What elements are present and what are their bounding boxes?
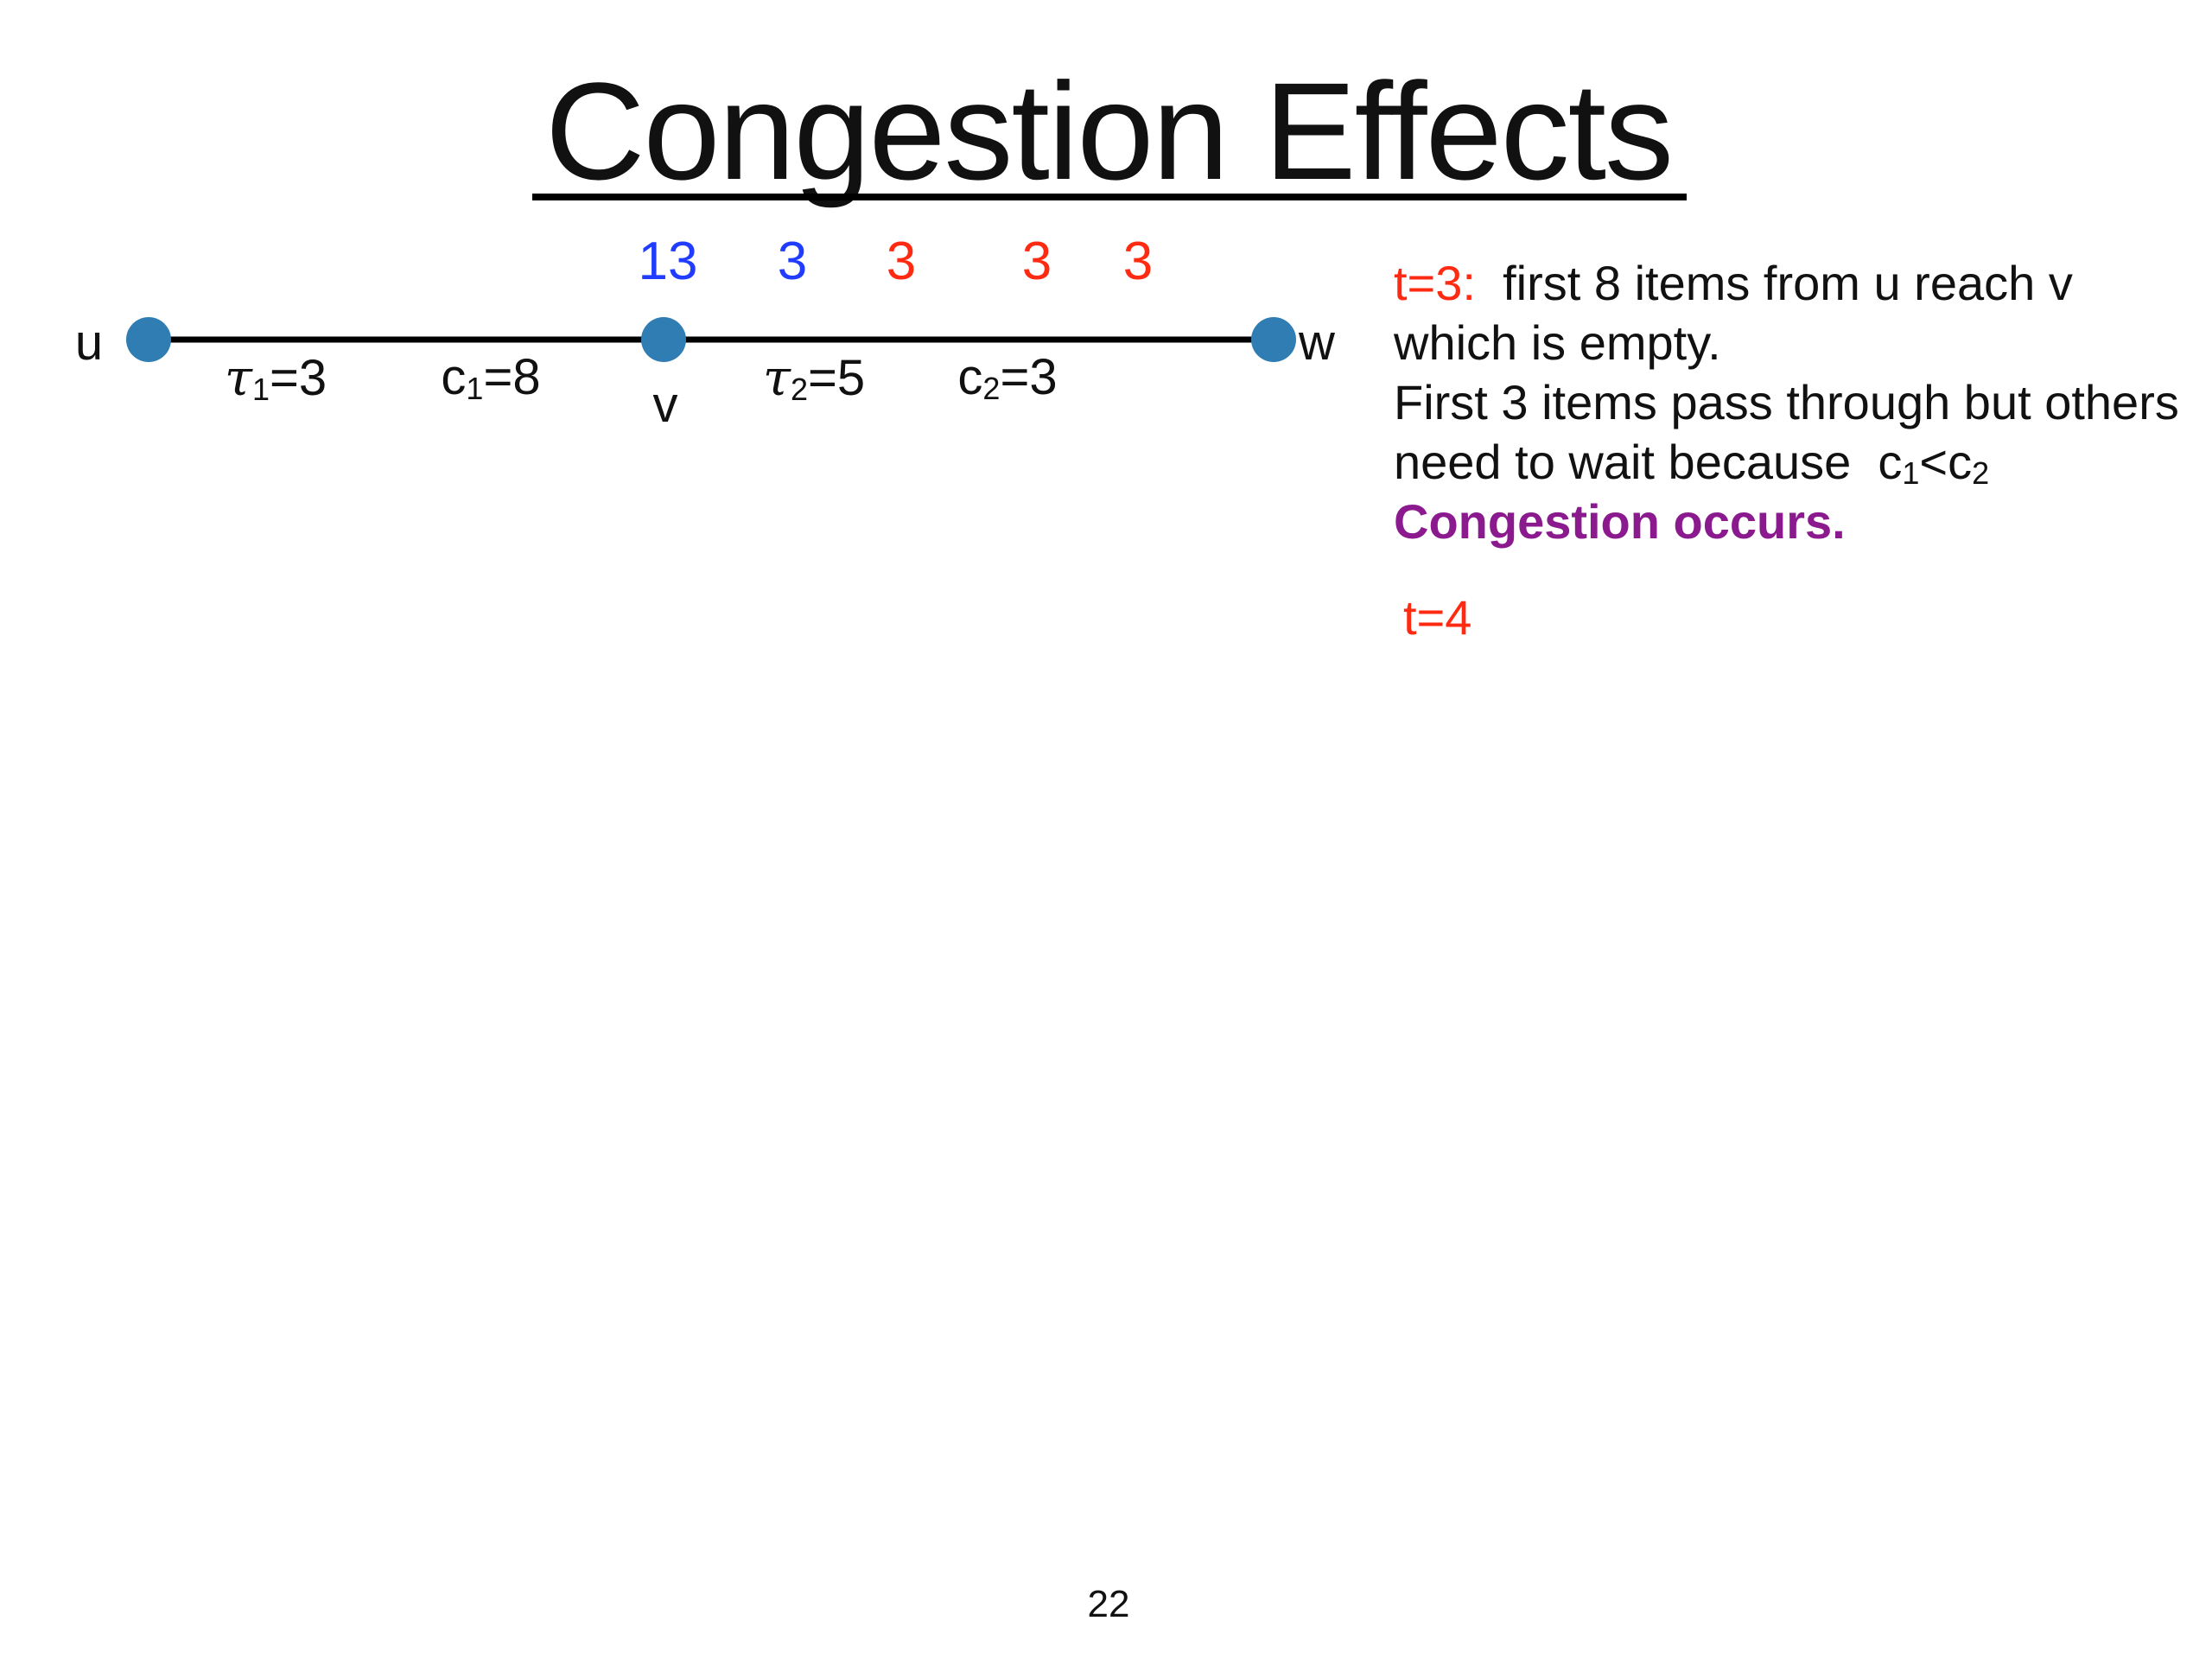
node-v bbox=[641, 317, 686, 362]
title-underline bbox=[532, 194, 1687, 200]
page-number: 22 bbox=[1087, 1583, 1130, 1625]
node-u bbox=[126, 317, 171, 362]
conclusion: Congestion occurs. bbox=[1394, 494, 1846, 549]
flow-count: 3 bbox=[777, 232, 808, 291]
node-w bbox=[1251, 317, 1296, 362]
flow-count: 3 bbox=[886, 232, 917, 291]
edge-label-c2: c2=3 bbox=[957, 349, 1058, 407]
slide-title: Congestion Effects bbox=[544, 54, 1674, 208]
node-label-u: u bbox=[74, 315, 104, 371]
t4-label: t=4 bbox=[1403, 590, 1472, 645]
edge-label-c1: c1=8 bbox=[441, 349, 541, 407]
edge-label-tau1: τ1=3 bbox=[224, 348, 327, 407]
node-label-v: v bbox=[652, 377, 678, 433]
explanation-line-2: which is empty. bbox=[1394, 315, 1721, 370]
explanation-line-4: need to wait because c1<c2 bbox=[1394, 435, 1990, 491]
flow-count: 13 bbox=[638, 232, 698, 291]
explanation-line-1: t=3: first 8 items from u reach v bbox=[1394, 256, 2073, 310]
flow-count: 3 bbox=[1122, 232, 1154, 291]
edge-label-tau2: τ2=5 bbox=[762, 348, 866, 407]
node-label-w: w bbox=[1299, 315, 1335, 371]
flow-count: 3 bbox=[1021, 232, 1052, 291]
explanation-line-3: First 3 items pass through but others bbox=[1394, 375, 2179, 429]
